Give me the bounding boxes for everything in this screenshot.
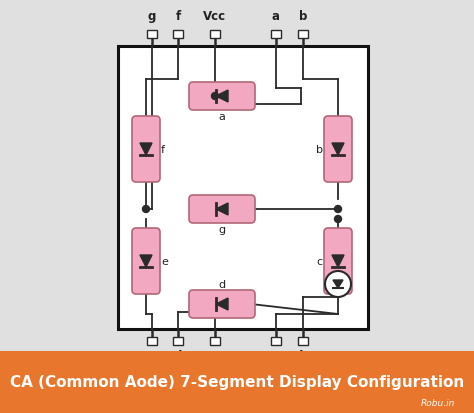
Text: b: b bbox=[316, 145, 323, 154]
FancyBboxPatch shape bbox=[132, 228, 160, 294]
Text: a: a bbox=[272, 10, 280, 23]
Bar bbox=[271, 337, 281, 345]
Text: e: e bbox=[161, 256, 168, 266]
Polygon shape bbox=[332, 255, 344, 267]
FancyBboxPatch shape bbox=[132, 117, 160, 183]
Circle shape bbox=[335, 206, 341, 213]
FancyBboxPatch shape bbox=[324, 228, 352, 294]
Bar bbox=[118, 47, 368, 329]
Text: g: g bbox=[148, 10, 156, 23]
Polygon shape bbox=[140, 255, 152, 267]
Text: c: c bbox=[273, 349, 280, 362]
Circle shape bbox=[335, 216, 341, 223]
Text: Robu.in: Robu.in bbox=[420, 399, 455, 408]
Circle shape bbox=[143, 206, 149, 213]
Text: a: a bbox=[219, 112, 226, 122]
Bar bbox=[271, 31, 281, 39]
Polygon shape bbox=[332, 144, 344, 156]
Bar bbox=[210, 31, 220, 39]
Bar bbox=[0, 351, 474, 413]
Text: Vcc: Vcc bbox=[203, 349, 227, 362]
Bar bbox=[173, 337, 183, 345]
Circle shape bbox=[211, 93, 219, 100]
Text: d: d bbox=[174, 349, 182, 362]
FancyBboxPatch shape bbox=[189, 290, 255, 318]
Polygon shape bbox=[216, 91, 228, 103]
Bar bbox=[298, 31, 308, 39]
Bar bbox=[210, 337, 220, 345]
Text: Vcc: Vcc bbox=[203, 10, 227, 23]
Text: CA (Common Aode) 7-Segment Display Configuration: CA (Common Aode) 7-Segment Display Confi… bbox=[10, 375, 464, 389]
Text: e: e bbox=[148, 349, 156, 362]
FancyBboxPatch shape bbox=[324, 117, 352, 183]
Text: g: g bbox=[219, 224, 226, 235]
Bar bbox=[147, 31, 157, 39]
Text: f: f bbox=[175, 10, 181, 23]
Text: b: b bbox=[299, 10, 307, 23]
FancyBboxPatch shape bbox=[189, 195, 255, 223]
Bar bbox=[298, 337, 308, 345]
Polygon shape bbox=[216, 204, 228, 216]
Text: f: f bbox=[161, 145, 165, 154]
FancyBboxPatch shape bbox=[189, 83, 255, 111]
Polygon shape bbox=[333, 280, 343, 288]
Polygon shape bbox=[216, 298, 228, 310]
Circle shape bbox=[325, 271, 351, 297]
Polygon shape bbox=[140, 144, 152, 156]
Bar bbox=[147, 337, 157, 345]
Bar bbox=[173, 31, 183, 39]
Text: d: d bbox=[219, 279, 226, 289]
Text: c: c bbox=[317, 256, 323, 266]
Text: dp: dp bbox=[295, 349, 311, 362]
